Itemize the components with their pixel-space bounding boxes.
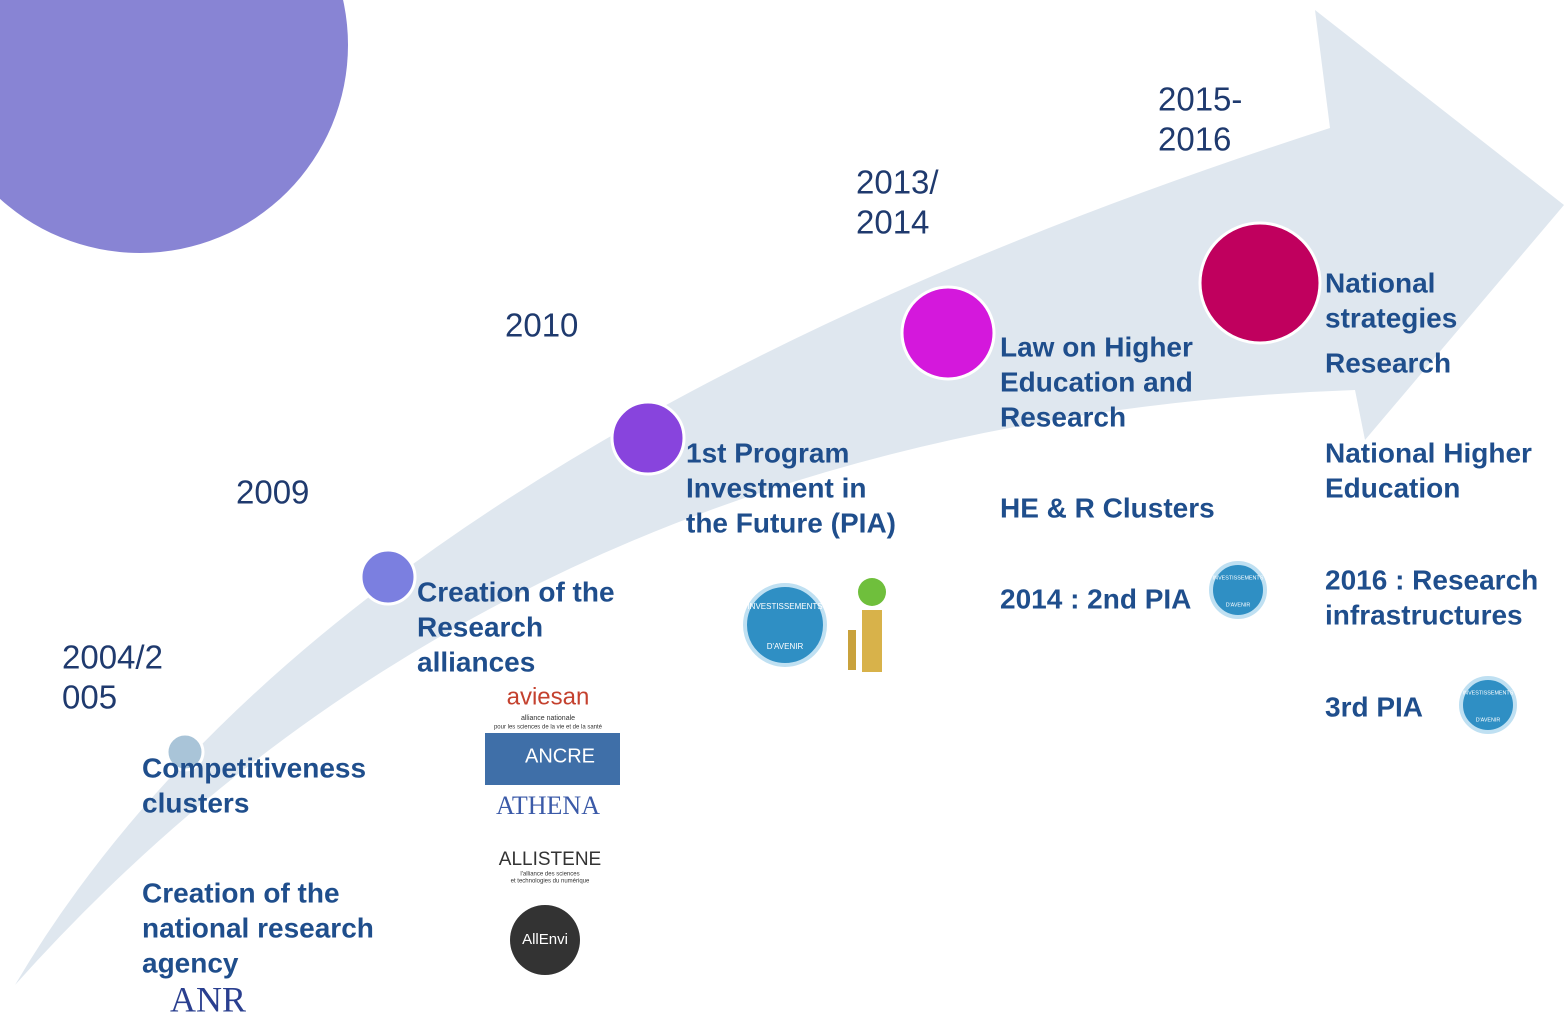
- pia-badge-text: D'AVENIR: [1226, 602, 1251, 608]
- year-label: 2014: [856, 204, 929, 241]
- ancre-logo: ANCRE: [525, 745, 595, 767]
- milestone-text: national research: [142, 912, 374, 943]
- year-label: 2004/2: [62, 639, 163, 676]
- year-label: 2009: [236, 474, 309, 511]
- milestone-text: 3rd PIA: [1325, 691, 1423, 722]
- milestone-text: 1st Program: [686, 437, 849, 468]
- allistene-logo: ALLISTENE: [499, 849, 601, 870]
- page: 2004/2005 Competitiveness clusters Creation…: [0, 0, 1564, 1023]
- milestone-text: infrastructures: [1325, 599, 1523, 630]
- pia-badge: [745, 585, 825, 665]
- allistene-sub: l'alliance des sciences: [520, 872, 579, 878]
- milestone-text: Law on Higher: [1000, 331, 1193, 362]
- year-label: 005: [62, 679, 117, 716]
- milestone-text: HE & R Clusters: [1000, 492, 1215, 523]
- coin-stack: [848, 630, 856, 670]
- aviesan-sub: pour les sciences de la vie et de la san…: [494, 725, 603, 731]
- milestone-text: Research: [1325, 347, 1451, 378]
- anr-logo: ANR: [170, 979, 246, 1019]
- aviesan-logo: aviesan: [507, 683, 590, 710]
- milestone-text: Research: [1000, 401, 1126, 432]
- year-label: 2015-: [1158, 81, 1242, 118]
- pia-badge-text: INVESTISSEMENTS: [747, 602, 822, 611]
- milestone-text: 2014 : 2nd PIA: [1000, 583, 1191, 614]
- pia-badge-text: INVESTISSEMENTS: [1463, 690, 1514, 696]
- milestone-text: Research: [417, 611, 543, 642]
- milestone-text: Creation of the: [142, 877, 340, 908]
- slide: 2004/2005 Competitiveness clusters Creation…: [0, 0, 1564, 1023]
- decor-blob: [0, 0, 348, 253]
- pia-badge-text: INVESTISSEMENTS: [1213, 575, 1264, 581]
- milestone-text: National Higher: [1325, 437, 1532, 468]
- milestone-text: Creation of the: [417, 576, 615, 607]
- plant: [858, 578, 886, 606]
- milestone-text: Education and: [1000, 366, 1193, 397]
- year-label: 2016: [1158, 121, 1231, 158]
- allenvi-logo: AllEnvi: [522, 931, 568, 948]
- milestone-text: the Future (PIA): [686, 507, 896, 538]
- milestone-dot: [902, 287, 994, 379]
- milestone-text: strategies: [1325, 302, 1457, 333]
- aviesan-sub: alliance nationale: [521, 715, 575, 722]
- milestone-dot: [1200, 223, 1320, 343]
- year-label: 2013/: [856, 164, 939, 201]
- pia-badge-text: D'AVENIR: [1476, 717, 1501, 723]
- milestone-text: clusters: [142, 787, 249, 818]
- milestone-text: National: [1325, 267, 1435, 298]
- milestone-text: Competitiveness: [142, 752, 366, 783]
- milestone-text: alliances: [417, 646, 535, 677]
- milestone-dot: [361, 550, 415, 604]
- coin-stack: [862, 610, 882, 672]
- year-label: 2010: [505, 307, 578, 344]
- milestone-text: agency: [142, 947, 239, 978]
- pia-badge-text: D'AVENIR: [767, 642, 804, 651]
- milestone-dot: [612, 402, 684, 474]
- pia-badge: [1211, 563, 1265, 617]
- milestone-text: Education: [1325, 472, 1460, 503]
- milestone-text: 2016 : Research: [1325, 564, 1538, 595]
- allistene-sub: et technologies du numérique: [511, 879, 590, 885]
- pia-badge: [1461, 678, 1515, 732]
- milestone-text: Investment in: [686, 472, 866, 503]
- athena-logo: ATHENA: [496, 791, 600, 820]
